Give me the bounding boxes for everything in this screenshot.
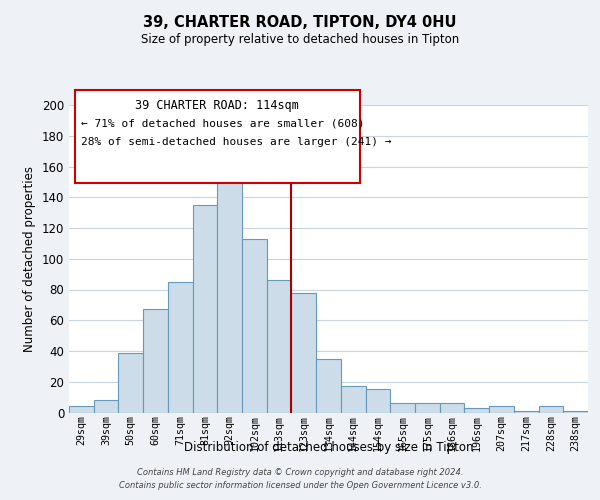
Bar [69,406,94,412]
Bar [316,358,341,412]
Bar [118,352,143,412]
Bar [539,406,563,412]
Text: Contains public sector information licensed under the Open Government Licence v3: Contains public sector information licen… [119,480,481,490]
Bar [440,404,464,412]
Bar [514,411,539,412]
Bar [168,282,193,412]
Bar [193,205,217,412]
Text: 39 CHARTER ROAD: 114sqm: 39 CHARTER ROAD: 114sqm [136,100,299,112]
Bar [464,408,489,412]
Text: Distribution of detached houses by size in Tipton: Distribution of detached houses by size … [184,441,473,454]
Text: ← 71% of detached houses are smaller (608): ← 71% of detached houses are smaller (60… [81,119,365,129]
Bar [94,400,118,412]
Text: 28% of semi-detached houses are larger (241) →: 28% of semi-detached houses are larger (… [81,137,392,147]
Bar [341,386,365,412]
Text: 39, CHARTER ROAD, TIPTON, DY4 0HU: 39, CHARTER ROAD, TIPTON, DY4 0HU [143,15,457,30]
Bar [242,239,267,412]
Bar [292,292,316,412]
Bar [267,280,292,412]
Y-axis label: Number of detached properties: Number of detached properties [23,166,36,352]
Text: Size of property relative to detached houses in Tipton: Size of property relative to detached ho… [141,34,459,46]
Bar [365,390,390,412]
Bar [489,406,514,412]
Bar [390,404,415,412]
Bar [217,166,242,412]
Bar [563,411,588,412]
Bar [415,404,440,412]
Bar [143,310,168,412]
Text: Contains HM Land Registry data © Crown copyright and database right 2024.: Contains HM Land Registry data © Crown c… [137,468,463,477]
